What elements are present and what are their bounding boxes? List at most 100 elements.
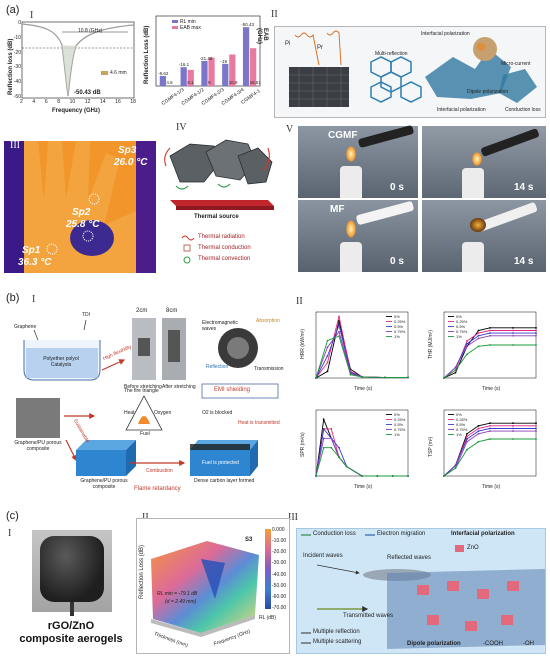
data-point	[322, 437, 325, 440]
emi-reflection: Reflection	[206, 364, 229, 370]
bar-value-label: -8.62	[158, 71, 169, 76]
data-point	[315, 377, 317, 379]
y-tick: -10	[13, 34, 21, 41]
data-point	[466, 340, 468, 342]
reagent-tdi: TDI	[82, 312, 91, 318]
legend-entry: 0.75%	[394, 427, 406, 432]
x-tick: 4	[32, 99, 36, 105]
data-point	[338, 335, 340, 338]
composite-label-1: Graphene/PU porous composite	[14, 440, 62, 452]
thermal-schematic-svg	[164, 139, 274, 264]
data-point	[535, 424, 537, 427]
colorbar-tick: 0.000	[272, 527, 285, 533]
data-point	[338, 446, 340, 449]
label-conduction-loss: Conduction loss	[505, 107, 541, 113]
data-point	[535, 334, 537, 337]
legend-entry: 1%	[394, 334, 400, 339]
numeral-a-V: V	[286, 124, 294, 135]
data-point	[512, 424, 514, 427]
thermal-sp3-value: 26.0 °C	[114, 157, 148, 168]
data-point	[376, 475, 379, 477]
legend-entry: 0%	[394, 412, 400, 417]
legend-entry: 0.75%	[456, 329, 468, 334]
thermal-sp2: Sp2	[72, 207, 91, 218]
bar-ylabel-right: EAB (GHz)	[256, 28, 268, 44]
bar-value-label: 4.6	[166, 80, 173, 85]
before-stretching: Before stretching	[124, 384, 162, 390]
data-point	[345, 465, 348, 468]
emi-shielding: EMI shielding	[214, 387, 251, 393]
colorbar-tick: -40.00	[272, 571, 287, 578]
flame-label-cgmf: CGMF	[328, 130, 358, 141]
thermal-sp1: Sp1	[22, 245, 41, 256]
data-point	[489, 430, 491, 433]
data-point	[489, 344, 491, 346]
bar-eab	[208, 57, 215, 86]
data-point	[454, 366, 457, 369]
legend-entry: 0.5%	[456, 324, 466, 329]
data-point	[391, 475, 394, 477]
data-point	[384, 376, 386, 379]
data-point	[477, 427, 480, 430]
data-point	[466, 345, 468, 348]
rgo-mechanism-svg	[301, 534, 545, 649]
emi-transmission: Transmission	[254, 366, 284, 372]
y-tick: 0	[18, 20, 21, 26]
bar-value-label: 10.8	[229, 80, 238, 85]
data-point	[489, 427, 491, 430]
triangle-fuel: Fuel	[140, 431, 150, 437]
bar-ylabel-left: Reflection Loss (dB)	[144, 25, 150, 84]
y-tick: -50	[13, 93, 21, 100]
time-cgmf-14s: 14 s	[514, 182, 534, 193]
bar-value-label: -19	[220, 59, 227, 64]
min-rl-note: -50.43 dB	[74, 90, 101, 96]
data-point	[466, 435, 468, 438]
thermal-schematic: IV Thermal source Thermal radiation Ther…	[160, 122, 276, 272]
label-pi: Pi	[285, 41, 291, 47]
numeral-a-III: III	[10, 141, 20, 151]
data-point	[512, 438, 514, 440]
data-point	[326, 361, 329, 364]
legend-entry: 0%	[394, 314, 400, 319]
legend-rl: RL min	[180, 19, 196, 25]
legend-entry: 0.25%	[394, 319, 406, 324]
data-point	[535, 332, 537, 335]
bar-chart-svg: -8.62 -16.1 -21.48 -19 -50.43 4.6 8.1 9 10.8 16.5…	[155, 15, 261, 87]
absorption-mechanism-schematic: II Interfacial polarization Multi-reflec…	[271, 9, 546, 118]
data-point	[466, 353, 468, 356]
aerogel-caption-line2: composite aerogels	[19, 633, 123, 645]
legend-entry: 0.5%	[394, 324, 404, 329]
aerogel-caption: rGO/ZnO composite aerogels	[10, 620, 132, 646]
numeral-c-I: I	[8, 528, 12, 539]
reagent-graphene: Graphene	[14, 324, 37, 330]
y-tick: -30	[13, 64, 21, 71]
bar-eab	[229, 54, 236, 86]
length-8cm: 8cm	[166, 308, 178, 314]
label-interfacial-1: Interfacial polarization	[421, 31, 470, 37]
colorbar-tick: -30.00	[272, 560, 287, 567]
data-point	[322, 446, 325, 449]
bar-value-label: 8.1	[187, 80, 194, 85]
legend-entry: 1%	[456, 334, 462, 339]
data-point	[512, 332, 514, 335]
data-point	[466, 438, 468, 440]
photo-mf-0s: MF 0 s	[298, 200, 418, 272]
bar-eab	[250, 48, 257, 86]
colorbar-tick: -20.00	[272, 549, 287, 556]
legend-zno: ZnO	[467, 545, 479, 551]
data-point	[477, 334, 480, 337]
chart-frame	[315, 409, 409, 477]
x-tick: 14	[100, 99, 106, 105]
data-point	[326, 355, 329, 357]
label-pr: Pr	[317, 45, 323, 51]
data-point	[535, 329, 537, 332]
emi-absorption: Absorption	[256, 318, 280, 324]
line-charts-svg: Time (s)HRR (kW/m²)0%0.25%0.5%0.75%1%Tim…	[300, 311, 537, 490]
data-point	[489, 438, 491, 440]
legend-entry: 0.5%	[394, 422, 404, 427]
data-point	[338, 456, 340, 459]
data-point	[512, 334, 514, 337]
rl-xlabel: Frequency (GHz)	[52, 108, 101, 114]
legend-entry: 0.25%	[456, 417, 468, 422]
data-point	[535, 438, 537, 440]
